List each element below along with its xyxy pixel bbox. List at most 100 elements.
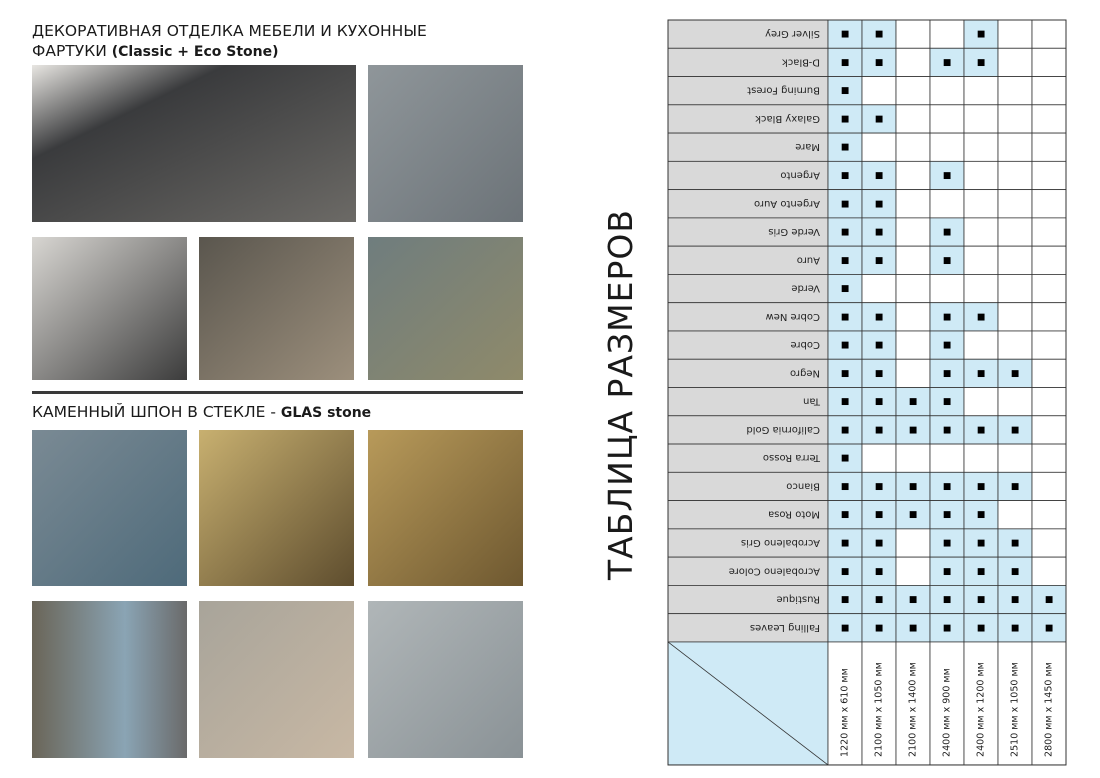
cell — [929, 104, 965, 134]
mark: ■ — [943, 425, 952, 435]
mark: ■ — [875, 538, 884, 548]
name-cell — [667, 585, 829, 615]
mark: ■ — [875, 114, 884, 124]
mark: ■ — [909, 510, 918, 520]
photo — [199, 601, 354, 758]
mark: ■ — [977, 58, 986, 68]
mark: ■ — [943, 312, 952, 322]
size-table: Silver Grey ■ ■ ■ D-Black ■ ■ ■ ■ Burning Forest ■… — [667, 19, 1067, 766]
cell — [827, 19, 863, 49]
mark: ■ — [977, 567, 986, 577]
row-name: Bianco — [786, 480, 820, 491]
cell — [963, 274, 999, 304]
cell — [861, 500, 897, 530]
cell — [1031, 500, 1067, 530]
heading-bold: GLAS stone — [281, 405, 371, 421]
mark: ■ — [875, 482, 884, 492]
cell — [895, 189, 931, 219]
mark: ■ — [943, 510, 952, 520]
diagonal — [667, 641, 829, 766]
cell — [827, 330, 863, 360]
cell — [861, 302, 897, 332]
photo — [368, 237, 523, 380]
cell — [963, 500, 999, 530]
mark: ■ — [841, 86, 850, 96]
mark: ■ — [875, 425, 884, 435]
cell — [1031, 613, 1067, 643]
cell — [997, 132, 1033, 162]
cell — [1031, 104, 1067, 134]
cell — [997, 471, 1033, 501]
mark: ■ — [943, 397, 952, 407]
cell — [929, 443, 965, 473]
cell — [929, 47, 965, 77]
cell — [997, 613, 1033, 643]
mark: ■ — [841, 171, 850, 181]
photo — [368, 65, 523, 222]
cell — [895, 330, 931, 360]
cell — [895, 500, 931, 530]
photo — [368, 601, 523, 758]
mark: ■ — [875, 397, 884, 407]
cell — [997, 47, 1033, 77]
cell — [861, 613, 897, 643]
column-label: 1220 мм x 610 мм — [840, 668, 851, 757]
mark: ■ — [841, 369, 850, 379]
row-name: Verde — [791, 283, 820, 294]
column-label: 2400 мм x 900 мм — [942, 668, 953, 757]
photo — [199, 237, 354, 380]
mark: ■ — [943, 369, 952, 379]
cell — [929, 217, 965, 247]
cell — [895, 245, 931, 275]
mark: ■ — [1011, 567, 1020, 577]
mark: ■ — [1011, 425, 1020, 435]
cell — [997, 217, 1033, 247]
mark: ■ — [875, 623, 884, 633]
heading: ДЕКОРАТИВНАЯ ОТДЕЛКА МЕБЕЛИ И КУХОННЫЕ — [32, 22, 427, 40]
cell — [861, 76, 897, 106]
row-name: Moto Rosa — [768, 509, 820, 520]
mark: ■ — [1011, 623, 1020, 633]
row-name: Mare — [795, 141, 820, 152]
header-cell — [929, 641, 965, 766]
mark: ■ — [875, 58, 884, 68]
header-cell — [861, 641, 897, 766]
cell — [997, 556, 1033, 586]
mark: ■ — [841, 482, 850, 492]
mark: ■ — [977, 538, 986, 548]
cell — [963, 160, 999, 191]
cell — [963, 189, 999, 219]
mark: ■ — [943, 623, 952, 633]
cell — [963, 415, 999, 445]
mark: ■ — [841, 538, 850, 548]
mark: ■ — [841, 595, 850, 605]
header-cell — [895, 641, 931, 766]
name-cell — [667, 443, 829, 473]
photo — [32, 430, 187, 586]
cell — [929, 528, 965, 558]
name-cell — [667, 189, 829, 219]
column-label: 2100 мм x 1050 мм — [874, 662, 885, 757]
cell — [827, 189, 863, 219]
cell — [1031, 160, 1067, 191]
cell — [895, 528, 931, 558]
cell — [963, 217, 999, 247]
cell — [895, 217, 931, 247]
mark: ■ — [841, 510, 850, 520]
cell — [895, 160, 931, 191]
mark: ■ — [909, 595, 918, 605]
mark: ■ — [841, 567, 850, 577]
cell — [895, 104, 931, 134]
cell — [963, 76, 999, 106]
heading: ФАРТУКИ (Classic + Eco Stone) — [32, 42, 279, 60]
cell — [997, 104, 1033, 134]
mark: ■ — [909, 425, 918, 435]
cell — [861, 189, 897, 219]
mark: ■ — [943, 538, 952, 548]
cell — [997, 189, 1033, 219]
header-cell — [1031, 641, 1067, 766]
row-name: Negro — [790, 367, 820, 378]
mark: ■ — [841, 143, 850, 153]
cell — [827, 471, 863, 501]
mark: ■ — [841, 454, 850, 464]
